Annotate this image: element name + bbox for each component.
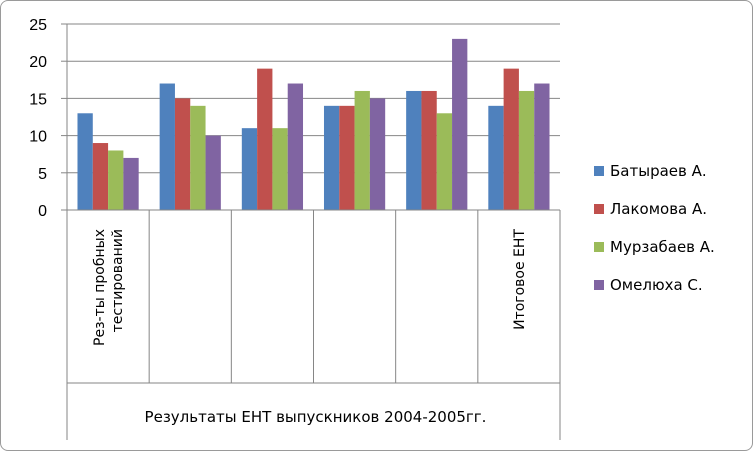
bar xyxy=(339,105,355,210)
bar xyxy=(77,113,93,210)
axes xyxy=(61,23,561,440)
bar xyxy=(488,105,504,210)
bar xyxy=(257,68,273,210)
bar xyxy=(518,90,535,210)
legend-item: Лакомова А. xyxy=(594,200,707,218)
bar xyxy=(92,143,109,210)
bar xyxy=(421,90,437,210)
y-tick-label: 0 xyxy=(38,203,47,220)
bar xyxy=(406,90,422,210)
bars xyxy=(77,38,550,210)
bar xyxy=(534,83,550,210)
category-label: Итоговое ЕНТ xyxy=(512,229,528,330)
legend-swatch xyxy=(594,204,604,214)
grid-lines xyxy=(67,23,560,174)
bar xyxy=(323,105,340,210)
legend-swatch xyxy=(594,242,604,252)
legend-label: Омелюха С. xyxy=(610,276,703,294)
legend-label: Лакомова А. xyxy=(610,200,707,218)
y-tick-label: 25 xyxy=(29,17,47,34)
bar xyxy=(190,105,206,210)
legend-swatch xyxy=(594,280,604,290)
bar xyxy=(503,68,519,210)
bar xyxy=(354,90,370,210)
bar xyxy=(123,157,139,210)
category-label: Рез-ты пробных тестирований xyxy=(92,229,126,346)
bar xyxy=(241,128,258,210)
bar xyxy=(369,98,386,210)
legend-label: Батыраев А. xyxy=(610,162,707,180)
bar xyxy=(174,98,191,210)
legend-item: Мурзабаев А. xyxy=(594,238,715,256)
legend-item: Омелюха С. xyxy=(594,276,703,294)
bar xyxy=(272,128,288,210)
legend: Батыраев А. Лакомова А. Мурзабаев А. Омелюх… xyxy=(594,162,715,294)
legend-label: Мурзабаев А. xyxy=(610,238,715,256)
category-label-line: тестирований xyxy=(110,229,126,332)
category-label-line: Рез-ты пробных xyxy=(92,229,108,346)
legend-item: Батыраев А. xyxy=(594,162,707,180)
y-tick-label: 15 xyxy=(29,91,47,108)
category-label-line: Итоговое ЕНТ xyxy=(512,229,528,330)
y-tick-label: 5 xyxy=(38,166,47,183)
bar xyxy=(452,38,468,210)
bar xyxy=(436,113,453,210)
bar xyxy=(205,135,221,210)
group-label: Результаты ЕНТ выпускников 2004-2005гг. xyxy=(145,408,487,426)
y-tick-labels: 0 5 10 15 20 25 xyxy=(29,17,47,220)
bar xyxy=(159,83,175,210)
category-labels: Рез-ты пробных тестирований Итоговое ЕНТ xyxy=(92,229,528,346)
y-tick-label: 10 xyxy=(29,129,47,146)
legend-swatch xyxy=(594,166,604,176)
bar xyxy=(108,150,124,210)
y-tick-label: 20 xyxy=(29,54,47,71)
bar xyxy=(287,83,304,210)
